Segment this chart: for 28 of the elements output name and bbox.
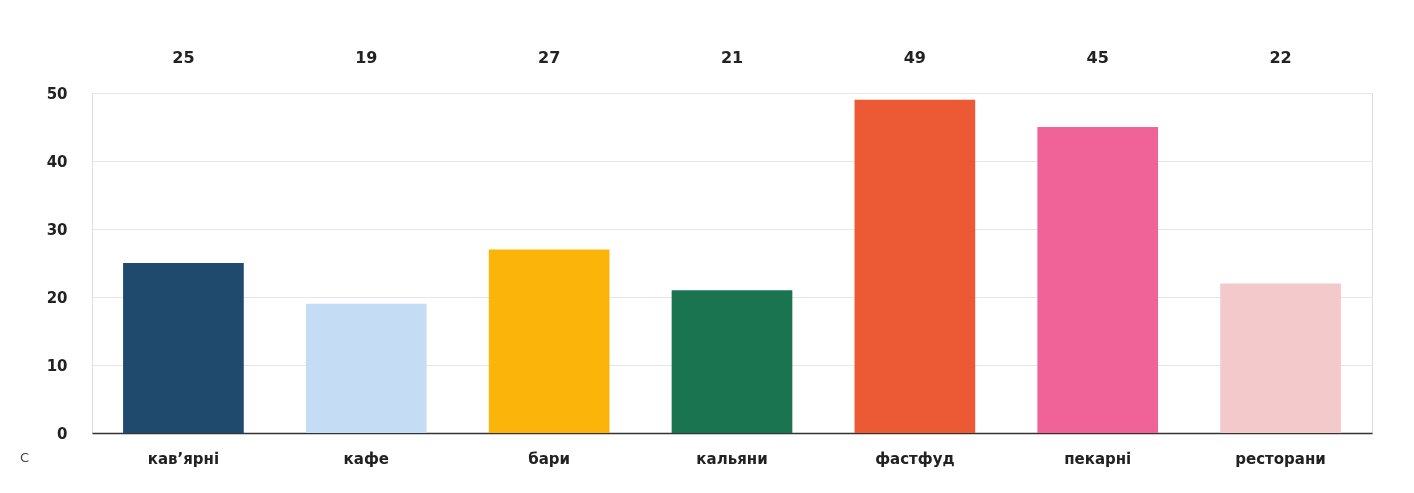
x-tick-label: пекарні xyxy=(1064,449,1132,468)
bar xyxy=(671,290,793,433)
data-label: 27 xyxy=(538,48,561,67)
x-tick-label: кав’ярні xyxy=(147,449,220,468)
bar xyxy=(854,99,976,433)
x-tick-label: ресторани xyxy=(1235,449,1326,468)
bar xyxy=(1037,127,1159,433)
bar xyxy=(488,249,610,433)
y-tick-label: 0 xyxy=(57,424,68,443)
y-tick-label: 10 xyxy=(46,356,68,375)
bar xyxy=(123,263,244,433)
x-tick-label: фастфуд xyxy=(875,449,955,468)
y-tick-label: 30 xyxy=(46,220,68,239)
text: С xyxy=(20,450,30,465)
x-tick-label: бари xyxy=(528,449,571,468)
data-label: 49 xyxy=(903,48,926,67)
x-tick-label: кафе xyxy=(343,449,389,468)
x-tick-label: кальяни xyxy=(696,449,768,468)
bar xyxy=(305,303,427,433)
y-tick-label: 20 xyxy=(46,288,68,307)
y-tick-label: 50 xyxy=(46,84,68,103)
data-label: 19 xyxy=(355,48,378,67)
bar xyxy=(1220,283,1341,433)
data-label: 45 xyxy=(1086,48,1109,67)
y-tick-label: 40 xyxy=(46,152,68,171)
data-label: 22 xyxy=(1269,48,1292,67)
data-label: 21 xyxy=(720,48,744,67)
data-label: 25 xyxy=(172,48,195,67)
